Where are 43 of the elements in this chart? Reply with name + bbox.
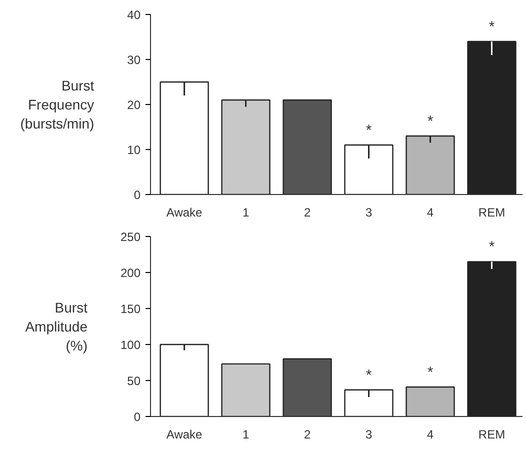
- y-tick-label: 30: [127, 53, 141, 67]
- y-axis-title: Burst Frequency (bursts/min): [20, 77, 94, 132]
- x-tick-label: Awake: [166, 206, 203, 220]
- y-tick-label: 10: [127, 143, 141, 157]
- y-tick-label: 100: [120, 338, 141, 352]
- annotation: *: [488, 18, 495, 36]
- bar: [467, 261, 516, 416]
- bar: [221, 363, 270, 416]
- bar: [406, 135, 455, 194]
- y-axis-title: Burst Amplitude (%): [25, 299, 88, 354]
- x-tick-label: 1: [242, 206, 250, 220]
- x-tick-label: 2: [304, 206, 311, 220]
- annotation: *: [427, 364, 434, 381]
- bar: [282, 358, 332, 416]
- x-tick-label: 2: [304, 428, 311, 442]
- y-tick-label: 200: [120, 266, 141, 280]
- bar: [221, 99, 270, 194]
- annotation: *: [366, 366, 372, 384]
- x-tick-label: REM: [478, 428, 506, 442]
- bar: [344, 144, 394, 194]
- bar: [160, 344, 209, 416]
- annotation: *: [488, 238, 495, 256]
- y-tick-label: 150: [120, 302, 141, 316]
- annotation: *: [427, 113, 434, 130]
- bar: [160, 81, 209, 194]
- y-tick-label: 250: [120, 230, 141, 244]
- x-tick-label: 3: [365, 428, 372, 442]
- x-tick-label: REM: [478, 206, 506, 220]
- x-tick-label: 3: [365, 206, 372, 220]
- bar: [282, 99, 332, 194]
- x-tick-label: 4: [426, 206, 434, 220]
- y-tick-label: 0: [134, 188, 141, 202]
- y-tick-label: 50: [127, 374, 141, 388]
- y-tick-label: 0: [134, 410, 141, 424]
- x-tick-label: 4: [426, 428, 434, 442]
- annotation: *: [366, 122, 372, 139]
- x-tick-label: 1: [242, 428, 250, 442]
- bar: [406, 386, 455, 416]
- bar: [467, 40, 516, 194]
- y-tick-label: 40: [127, 8, 141, 22]
- y-tick-label: 20: [127, 98, 141, 112]
- x-tick-label: Awake: [166, 428, 203, 442]
- bar: [344, 389, 394, 416]
